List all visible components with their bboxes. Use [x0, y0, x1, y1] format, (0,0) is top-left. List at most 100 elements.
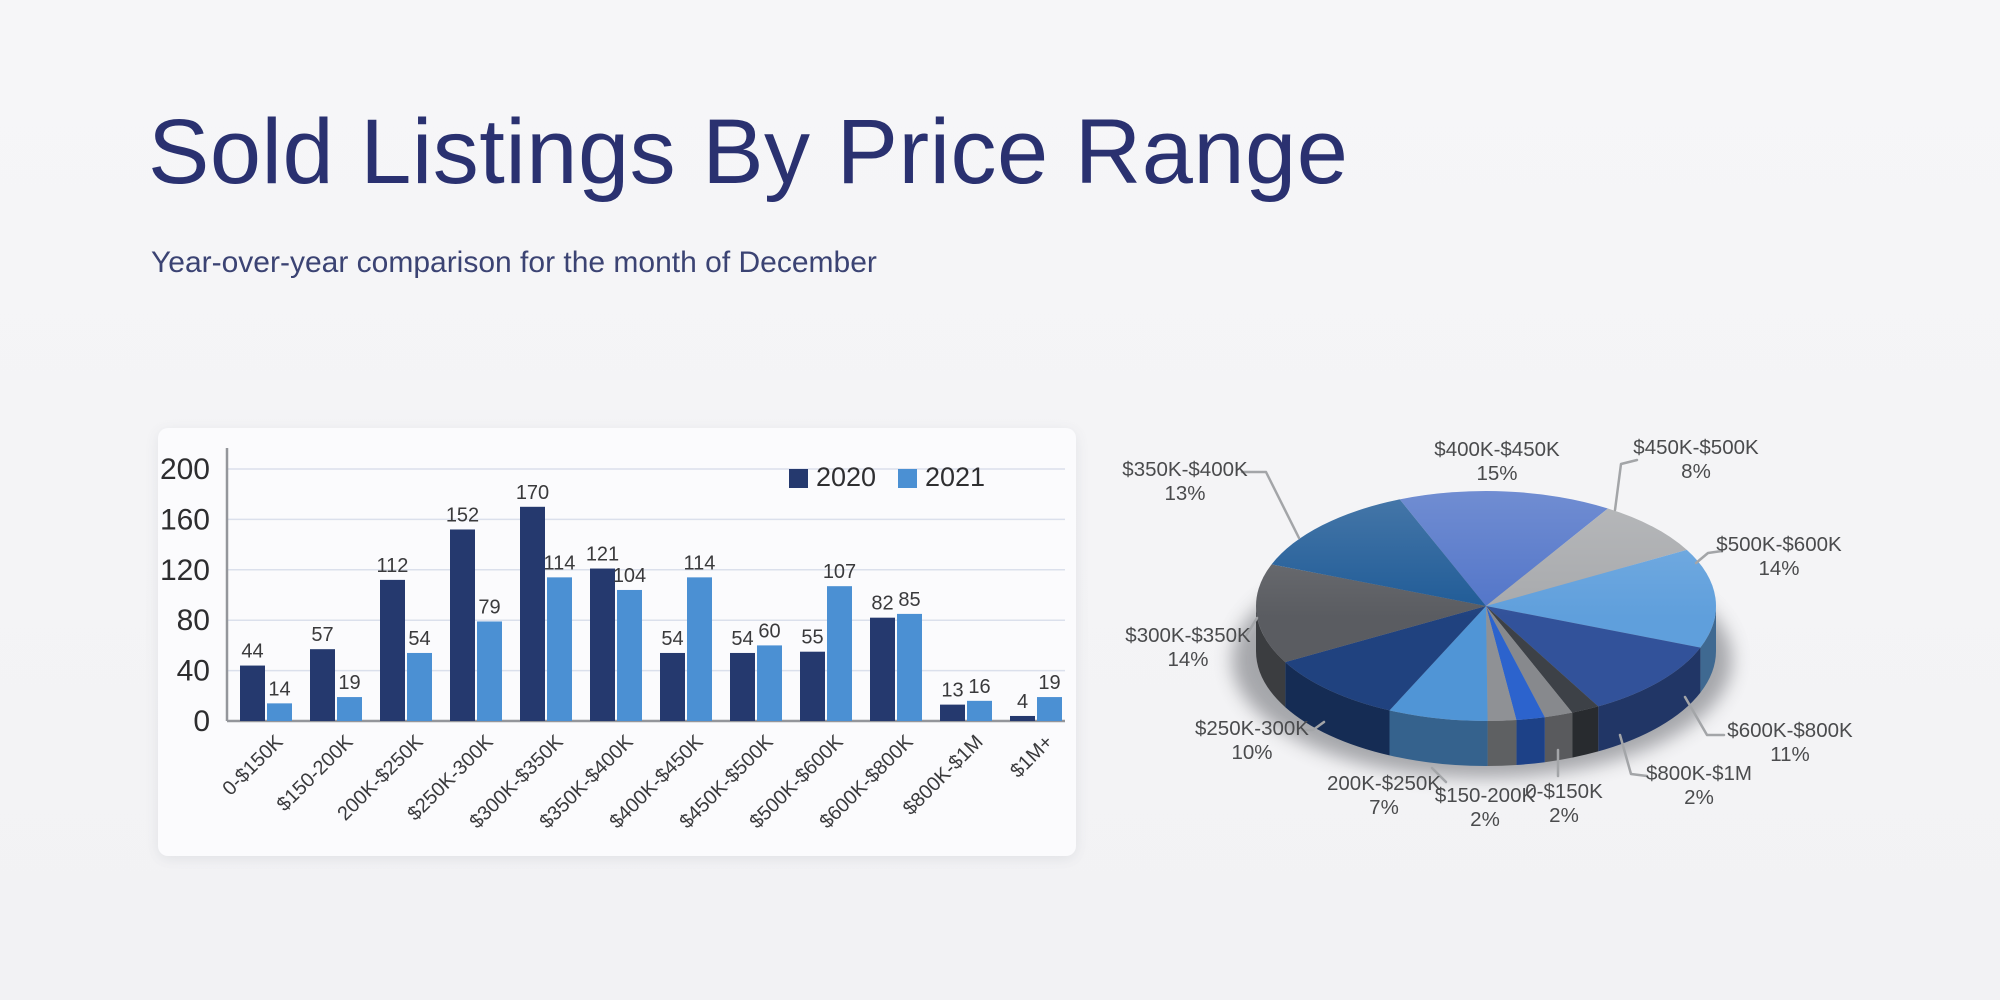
pie-label-pct-0-$150K: 2% — [1549, 804, 1579, 827]
bar-2020-$250K-300K[interactable] — [450, 529, 475, 721]
pie-leader-line — [1683, 695, 1726, 737]
bar-2020-$300K-$350K[interactable] — [520, 506, 545, 721]
bar-value-label: 104 — [613, 565, 646, 587]
pie-leader-line — [1244, 616, 1259, 638]
pie-label-pct-200K-$250K: 7% — [1369, 796, 1399, 819]
y-axis-tick: 200 — [160, 453, 210, 486]
y-axis-tick: 80 — [177, 604, 210, 637]
pie-label-pct-$800K-$1M: 2% — [1684, 786, 1714, 809]
bar-2021-$400K-$450K[interactable] — [687, 577, 712, 721]
pie-label-pct-$350K-$400K: 13% — [1164, 482, 1205, 505]
pie-label-pct-$250K-300K: 10% — [1231, 741, 1272, 764]
bar-2021-$450K-$500K[interactable] — [757, 645, 782, 721]
bar-2021-$150-200K[interactable] — [337, 697, 362, 721]
bar-value-label: 112 — [377, 555, 409, 577]
pie-label-200K-$250K: 200K-$250K — [1327, 772, 1441, 795]
bar-value-label: 19 — [338, 672, 360, 694]
legend-label-2021: 2021 — [925, 462, 985, 492]
bar-2021-$300K-$350K[interactable] — [547, 577, 572, 721]
bar-value-label: 44 — [241, 641, 263, 663]
pie-leader-line — [1300, 720, 1326, 732]
bar-value-label: 170 — [516, 482, 549, 504]
bar-value-label: 114 — [544, 552, 576, 574]
pie-side-$150-200K — [1487, 720, 1517, 766]
y-axis-tick: 160 — [160, 503, 210, 536]
bar-value-label: 57 — [311, 624, 333, 646]
bar-2020-$450K-$500K[interactable] — [730, 652, 755, 721]
bar-value-label: 107 — [823, 561, 856, 583]
bar-value-label: 60 — [758, 620, 780, 642]
pie-leader-line — [1618, 733, 1649, 778]
pie-side-0-$150K — [1516, 717, 1545, 765]
bar-2020-200K-$250K[interactable] — [380, 579, 405, 721]
bar-2020-$800K-$1M[interactable] — [940, 704, 965, 721]
page-title: Sold Listings By Price Range — [148, 101, 1349, 203]
bar-value-label: 121 — [586, 544, 619, 566]
legend-label-2020: 2020 — [816, 462, 876, 492]
y-axis-tick: 0 — [193, 705, 210, 738]
pie-label-pct-$150-200K: 2% — [1470, 808, 1500, 831]
bar-2020-$1M+[interactable] — [1010, 715, 1035, 721]
pie-label-$300K-$350K: $300K-$350K — [1125, 624, 1251, 647]
bar-2021-0-$150K[interactable] — [267, 703, 292, 721]
bar-value-label: 16 — [968, 676, 990, 698]
bar-value-label: 19 — [1038, 672, 1060, 694]
pie-leader-line — [1240, 470, 1301, 540]
pie-chart: $400K-$450K15%$450K-$500K8%$500K-$600K14… — [1122, 436, 1853, 831]
bar-2020-$500K-$600K[interactable] — [800, 651, 825, 721]
bar-2020-$350K-$400K[interactable] — [590, 568, 615, 721]
bar-value-label: 82 — [871, 593, 893, 615]
y-axis-tick: 40 — [177, 655, 210, 688]
legend-swatch-2021[interactable] — [898, 469, 917, 488]
bar-2021-$800K-$1M[interactable] — [967, 700, 992, 721]
bar-chart: 0408012016020044140-$150K5719$150-200K11… — [160, 448, 1065, 833]
bar-2021-200K-$250K[interactable] — [407, 652, 432, 721]
bar-value-label: 79 — [478, 596, 500, 618]
bar-value-label: 152 — [446, 504, 479, 526]
pie-label-0-$150K: 0-$150K — [1525, 780, 1603, 803]
pie-label-$250K-300K: $250K-300K — [1195, 717, 1309, 740]
pie-label-$600K-$800K: $600K-$800K — [1727, 719, 1853, 742]
bar-value-label: 54 — [408, 628, 430, 650]
bar-2021-$1M+[interactable] — [1037, 697, 1062, 721]
legend-swatch-2020[interactable] — [789, 469, 808, 488]
bar-2020-0-$150K[interactable] — [240, 665, 265, 721]
pie-label-pct-$400K-$450K: 15% — [1476, 462, 1517, 485]
bar-value-label: 4 — [1017, 691, 1028, 713]
pie-label-pct-$300K-$350K: 14% — [1167, 648, 1208, 671]
pie-leader-line — [1430, 766, 1448, 784]
bar-2020-$600K-$800K[interactable] — [870, 617, 895, 721]
bar-value-label: 14 — [268, 678, 290, 700]
x-axis-tick: 0-$150K — [219, 731, 288, 800]
x-axis-tick: $1M+ — [1006, 731, 1057, 782]
bar-2020-$400K-$450K[interactable] — [660, 652, 685, 721]
pie-label-$350K-$400K: $350K-$400K — [1122, 458, 1248, 481]
pie-side-200K-$250K — [1389, 710, 1488, 767]
pie-label-$400K-$450K: $400K-$450K — [1434, 438, 1560, 461]
bar-value-label: 13 — [941, 680, 963, 702]
pie-label-pct-$500K-$600K: 14% — [1758, 557, 1799, 580]
pie-leader-line — [1613, 458, 1639, 512]
bar-value-label: 114 — [684, 552, 716, 574]
bar-2020-$150-200K[interactable] — [310, 649, 335, 721]
pie-side-$800K-$1M — [1572, 706, 1599, 758]
bar-2021-$250K-300K[interactable] — [477, 621, 502, 721]
bar-2021-$600K-$800K[interactable] — [897, 613, 922, 721]
pie-label-pct-$600K-$800K: 11% — [1770, 743, 1810, 766]
page-subtitle: Year-over-year comparison for the month … — [151, 246, 877, 279]
bar-value-label: 54 — [731, 628, 753, 650]
pie-label-pct-$450K-$500K: 8% — [1681, 460, 1711, 483]
pie-side-$1M+ — [1544, 712, 1573, 763]
bar-value-label: 55 — [801, 627, 823, 649]
pie-label-$450K-$500K: $450K-$500K — [1633, 436, 1759, 459]
pie-leader-line — [1694, 549, 1724, 565]
bar-2021-$350K-$400K[interactable] — [617, 589, 642, 721]
pie-label-$150-200K: $150-200K — [1435, 784, 1536, 807]
bar-2021-$500K-$600K[interactable] — [827, 586, 852, 721]
pie-label-$800K-$1M: $800K-$1M — [1646, 762, 1752, 785]
bar-value-label: 54 — [661, 628, 683, 650]
bar-value-label: 85 — [898, 589, 920, 611]
pie-label-$500K-$600K: $500K-$600K — [1716, 533, 1842, 556]
y-axis-tick: 120 — [160, 554, 210, 587]
